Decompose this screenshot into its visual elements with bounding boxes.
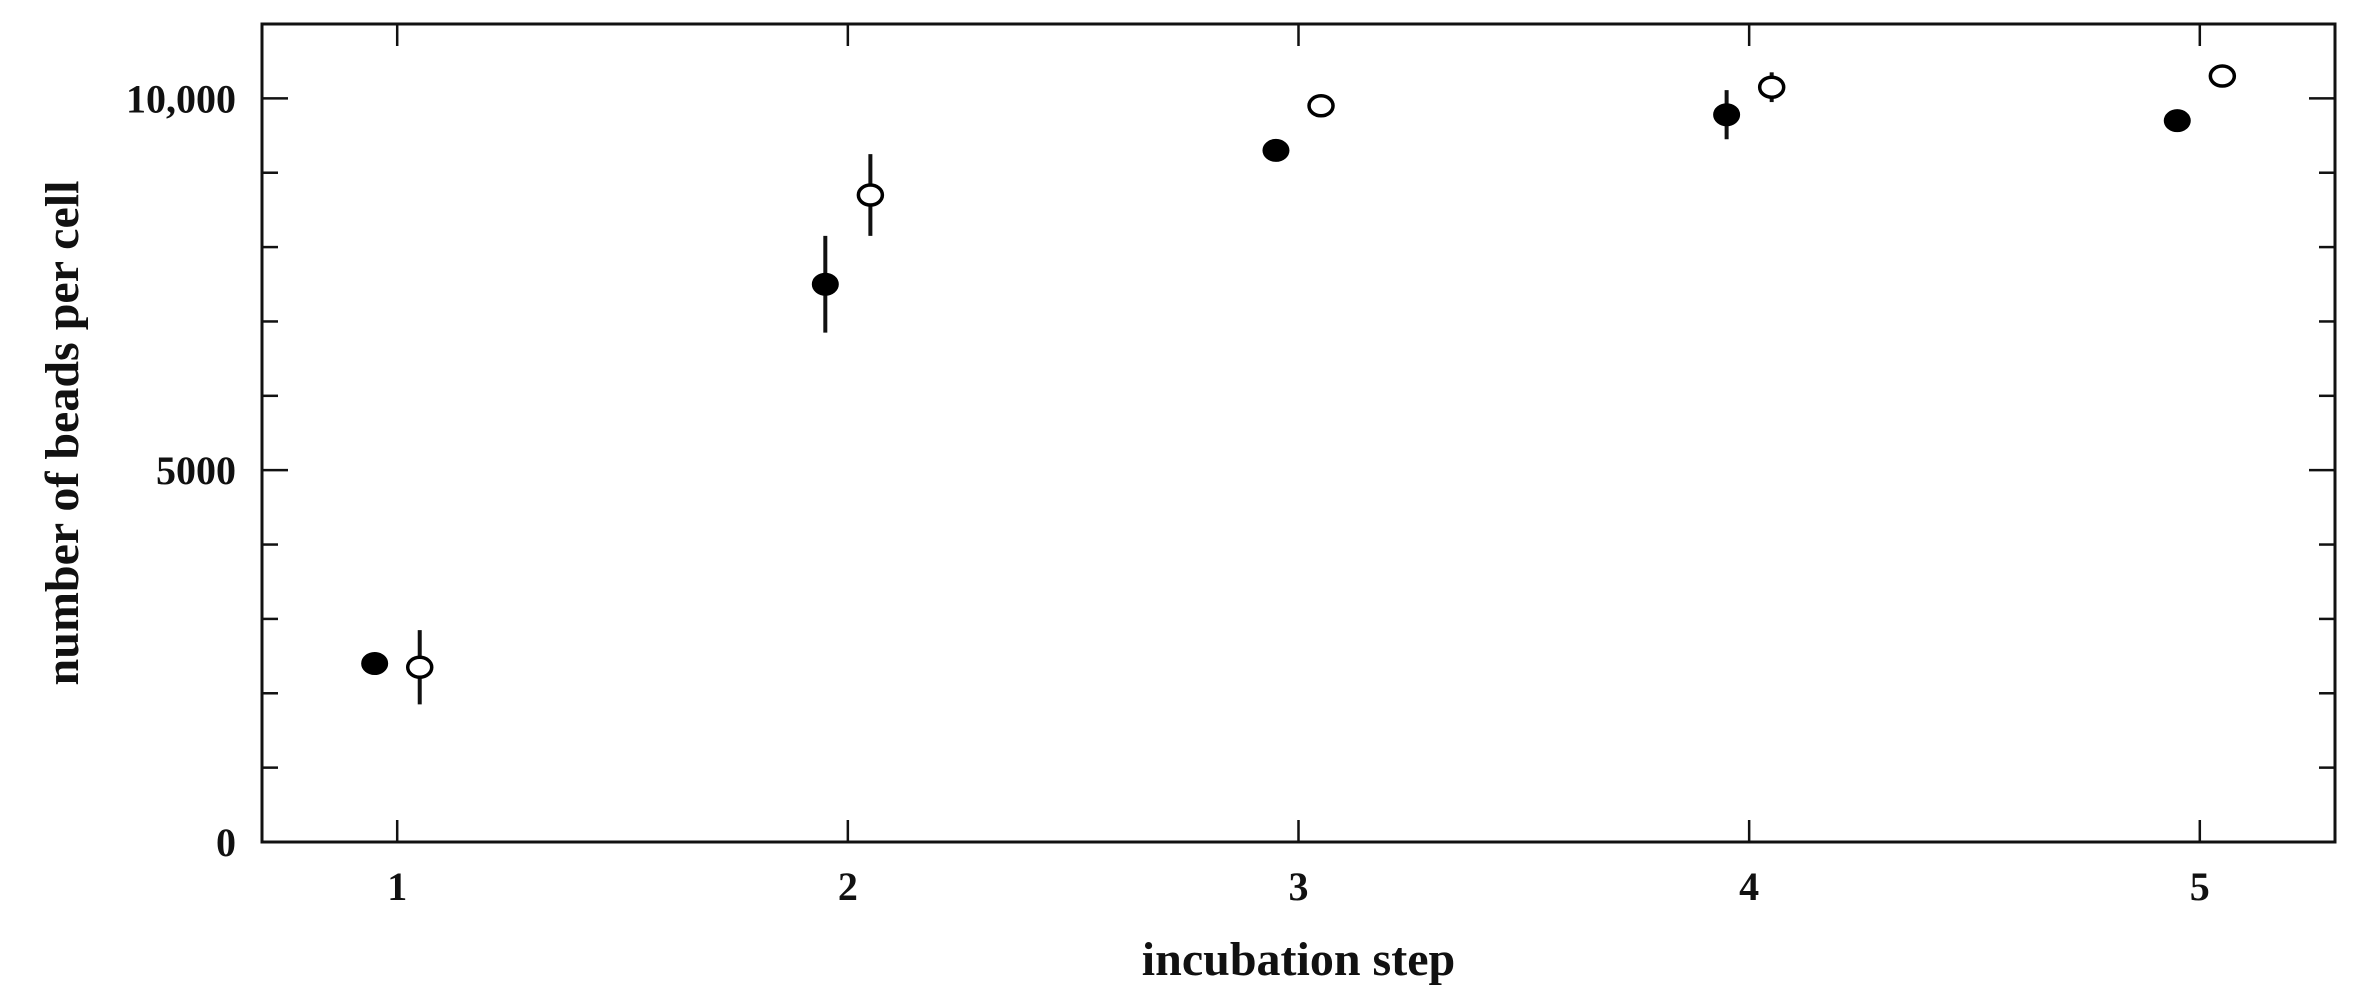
y-tick-label: 10,000 (126, 76, 236, 121)
plot-frame (260, 22, 2337, 844)
data-point-filled (2163, 109, 2191, 133)
x-tick-label: 5 (2190, 864, 2210, 909)
y-axis-title: number of beads per cell (36, 181, 89, 686)
x-tick-label: 3 (1289, 864, 1309, 909)
data-point-filled (361, 652, 389, 676)
data-point-open (2208, 64, 2237, 88)
data-point-filled (811, 272, 839, 296)
data-point-open (1757, 75, 1786, 99)
data-point-open (1307, 94, 1335, 118)
x-tick-label: 4 (1739, 864, 1759, 909)
data-point-open (856, 183, 885, 207)
data-point-filled (1713, 103, 1741, 127)
x-tick-label: 2 (838, 864, 858, 909)
plot-area: 0 5000 10,000 1 2 3 4 5 (126, 22, 2337, 909)
x-tick-label: 1 (387, 864, 407, 909)
x-axis-title: incubation step (1142, 933, 1455, 986)
data-point-open (405, 655, 434, 679)
y-tick-label: 0 (216, 820, 236, 865)
data-point-filled (1262, 138, 1290, 162)
y-tick-label: 5000 (156, 448, 236, 493)
